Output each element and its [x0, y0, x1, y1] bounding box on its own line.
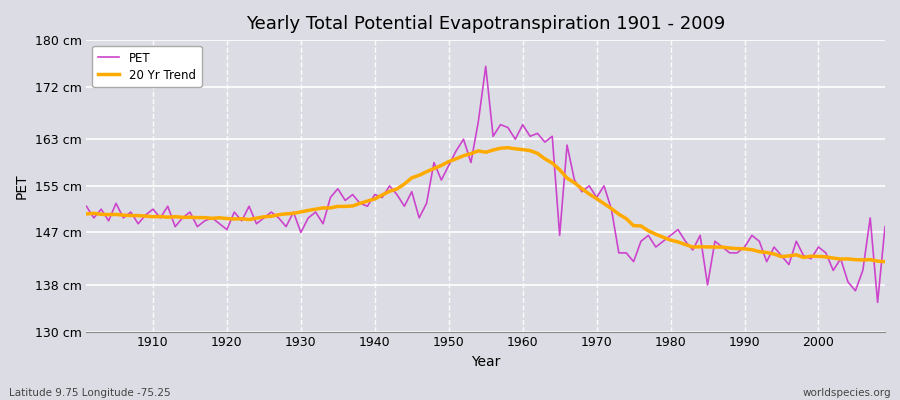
- 20 Yr Trend: [347, 204, 358, 208]
- PET: [879, 224, 890, 229]
- 20 Yr Trend: [502, 145, 513, 150]
- PET: [140, 212, 151, 217]
- PET: [347, 192, 358, 197]
- 20 Yr Trend: [614, 212, 625, 216]
- Text: Latitude 9.75 Longitude -75.25: Latitude 9.75 Longitude -75.25: [9, 388, 171, 398]
- PET: [518, 122, 528, 127]
- PET: [614, 250, 625, 255]
- 20 Yr Trend: [525, 148, 535, 153]
- Line: 20 Yr Trend: 20 Yr Trend: [86, 148, 885, 262]
- PET: [81, 204, 92, 209]
- PET: [872, 300, 883, 305]
- PET: [302, 216, 313, 220]
- 20 Yr Trend: [302, 208, 313, 213]
- Text: worldspecies.org: worldspecies.org: [803, 388, 891, 398]
- Line: PET: PET: [86, 66, 885, 302]
- 20 Yr Trend: [518, 147, 528, 152]
- PET: [525, 134, 535, 139]
- Legend: PET, 20 Yr Trend: PET, 20 Yr Trend: [93, 46, 202, 88]
- 20 Yr Trend: [879, 259, 890, 264]
- 20 Yr Trend: [81, 212, 92, 216]
- 20 Yr Trend: [140, 214, 151, 218]
- PET: [481, 64, 491, 69]
- X-axis label: Year: Year: [471, 355, 500, 369]
- Y-axis label: PET: PET: [15, 173, 29, 199]
- Title: Yearly Total Potential Evapotranspiration 1901 - 2009: Yearly Total Potential Evapotranspiratio…: [246, 15, 725, 33]
